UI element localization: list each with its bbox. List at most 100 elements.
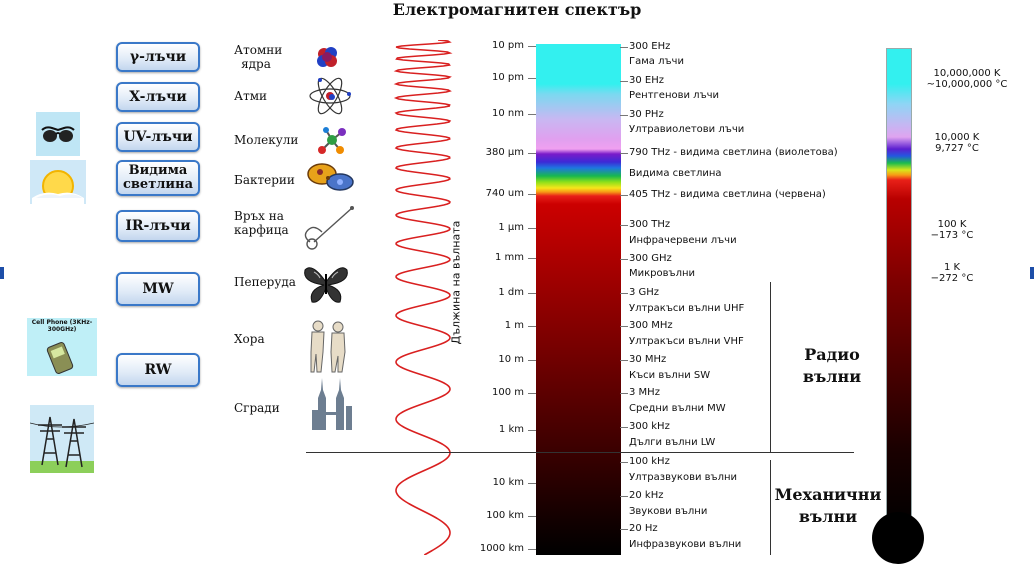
wavelength-tick: [528, 153, 536, 154]
mechanical-region-line: [770, 460, 771, 555]
frequency-tick: [620, 326, 628, 327]
frequency-label: 20 kHz: [629, 490, 664, 501]
frequency-tick: [620, 195, 628, 196]
wavelength-label: 1000 km: [479, 543, 524, 554]
frequency-label: 300 GHz: [629, 253, 672, 264]
frequency-label: 405 THz - видима светлина (червена): [629, 189, 826, 200]
frequency-tick: [620, 153, 628, 154]
band-gamma-button[interactable]: γ-лъчи: [116, 42, 200, 72]
wavelength-tick: [528, 293, 536, 294]
wavelength-tick: [528, 194, 536, 195]
band-uv-button[interactable]: UV-лъчи: [116, 122, 200, 152]
sunglasses-icon: [36, 112, 80, 156]
page-title: Електромагнитен спектър: [392, 0, 642, 19]
wavelength-label: 1 m: [504, 320, 524, 331]
wavelength-label: 1 µm: [498, 222, 524, 233]
frequency-label: Видима светлина: [629, 168, 722, 179]
temp-kelvin: 10,000,000 K: [933, 68, 1001, 79]
frequency-label: Микровълни: [629, 268, 696, 279]
power-tower-icon: [29, 405, 95, 473]
frequency-label: 30 EHz: [629, 75, 664, 86]
wavelength-label: 1 dm: [498, 287, 524, 298]
frequency-tick: [620, 496, 628, 497]
object-label-bacteria: Бактерии: [234, 173, 295, 187]
frequency-label: Ултракъси вълни VHF: [629, 336, 744, 347]
frequency-label: 300 THz: [629, 219, 671, 230]
wavelength-label: 100 km: [486, 510, 524, 521]
people-icon: [310, 320, 346, 373]
band-mw-button[interactable]: MW: [116, 272, 200, 306]
wavelength-label: 380 µm: [485, 147, 524, 158]
thermometer-tube: [886, 48, 912, 530]
cell-phone-icon: [46, 342, 74, 374]
frequency-tick: [620, 115, 628, 116]
frequency-tick: [620, 225, 628, 226]
temp-celsius: −173 °C: [930, 230, 974, 241]
wavelength-tick: [528, 549, 536, 550]
frequency-label: Дълги вълни LW: [629, 437, 716, 448]
frequency-tick: [620, 259, 628, 260]
object-label-buildings: Сгради: [234, 401, 280, 415]
frequency-label: 300 EHz: [629, 41, 671, 52]
frequency-label: Ултракъси вълни UHF: [629, 303, 745, 314]
object-label-pin: Връх на карфица: [234, 209, 289, 237]
temp-kelvin: 1 K: [943, 262, 961, 273]
temp-celsius: ~10,000,000 °C: [926, 79, 1008, 90]
frequency-label: Рентгенови лъчи: [629, 90, 720, 101]
atomic-nucleus-icon: [317, 47, 337, 67]
temp-label-2: 10,000 K 9,727 °C: [922, 132, 992, 154]
frequency-label: 100 kHz: [629, 456, 670, 467]
cell-phone-label: Cell Phone (3KHz-300GHz): [31, 319, 93, 333]
wavelength-tick: [528, 46, 536, 47]
right-edge-marker: [1030, 267, 1034, 279]
atom-icon: [309, 77, 351, 115]
frequency-label: 30 MHz: [629, 354, 667, 365]
frequency-label: Ултравиолетови лъчи: [629, 124, 745, 135]
wavelength-label: 10 km: [492, 477, 524, 488]
butterfly-icon: [304, 267, 348, 303]
wavelength-tick: [528, 393, 536, 394]
frequency-tick: [620, 462, 628, 463]
wavelength-label: 10 pm: [492, 72, 524, 83]
frequency-label: 300 kHz: [629, 421, 670, 432]
wave-axis-label: Дължина на вълната: [449, 220, 463, 345]
temp-label-4: 1 K −272 °C: [922, 262, 982, 284]
wavelength-label: 740 um: [485, 188, 524, 199]
frequency-tick: [620, 81, 628, 82]
frequency-label: Звукови вълни: [629, 506, 708, 517]
temp-label-3: 100 K −173 °C: [922, 219, 982, 241]
wavelength-tick: [528, 114, 536, 115]
cell-phone-panel: Cell Phone (3KHz-300GHz): [27, 318, 97, 376]
frequency-label: Къси вълни SW: [629, 370, 711, 381]
frequency-tick: [620, 293, 628, 294]
molecule-icon: [318, 127, 346, 154]
frequency-label: Гама лъчи: [629, 56, 684, 67]
frequency-tick: [620, 47, 628, 48]
radio-region-line: [770, 282, 771, 452]
wavelength-wave: [393, 40, 453, 555]
spectrum-bar: [536, 44, 621, 555]
temp-celsius: −272 °C: [930, 273, 974, 284]
band-visible-button[interactable]: Видима светлина: [116, 160, 200, 196]
wavelength-tick: [528, 228, 536, 229]
frequency-label: Инфрачервени лъчи: [629, 235, 737, 246]
frequency-tick: [620, 360, 628, 361]
frequency-label: 3 MHz: [629, 387, 660, 398]
mechanical-waves-label: Механични вълни: [774, 485, 882, 526]
temp-celsius: 9,727 °C: [935, 143, 979, 154]
left-edge-marker: [0, 267, 4, 279]
temp-kelvin: 100 K: [937, 219, 967, 230]
temp-kelvin: 10,000 K: [934, 132, 980, 143]
wavelength-tick: [528, 430, 536, 431]
band-xray-button[interactable]: X-лъчи: [116, 82, 200, 112]
band-ir-button[interactable]: IR-лъчи: [116, 210, 200, 242]
wavelength-tick: [528, 516, 536, 517]
frequency-label: 300 MHz: [629, 320, 673, 331]
object-label-people: Хора: [234, 332, 265, 346]
wavelength-tick: [528, 258, 536, 259]
frequency-tick: [620, 393, 628, 394]
temp-label-1: 10,000,000 K ~10,000,000 °C: [922, 68, 1012, 90]
band-rw-button[interactable]: RW: [116, 353, 200, 387]
bacteria-icon: [307, 163, 354, 191]
wavelength-label: 10 nm: [492, 108, 524, 119]
